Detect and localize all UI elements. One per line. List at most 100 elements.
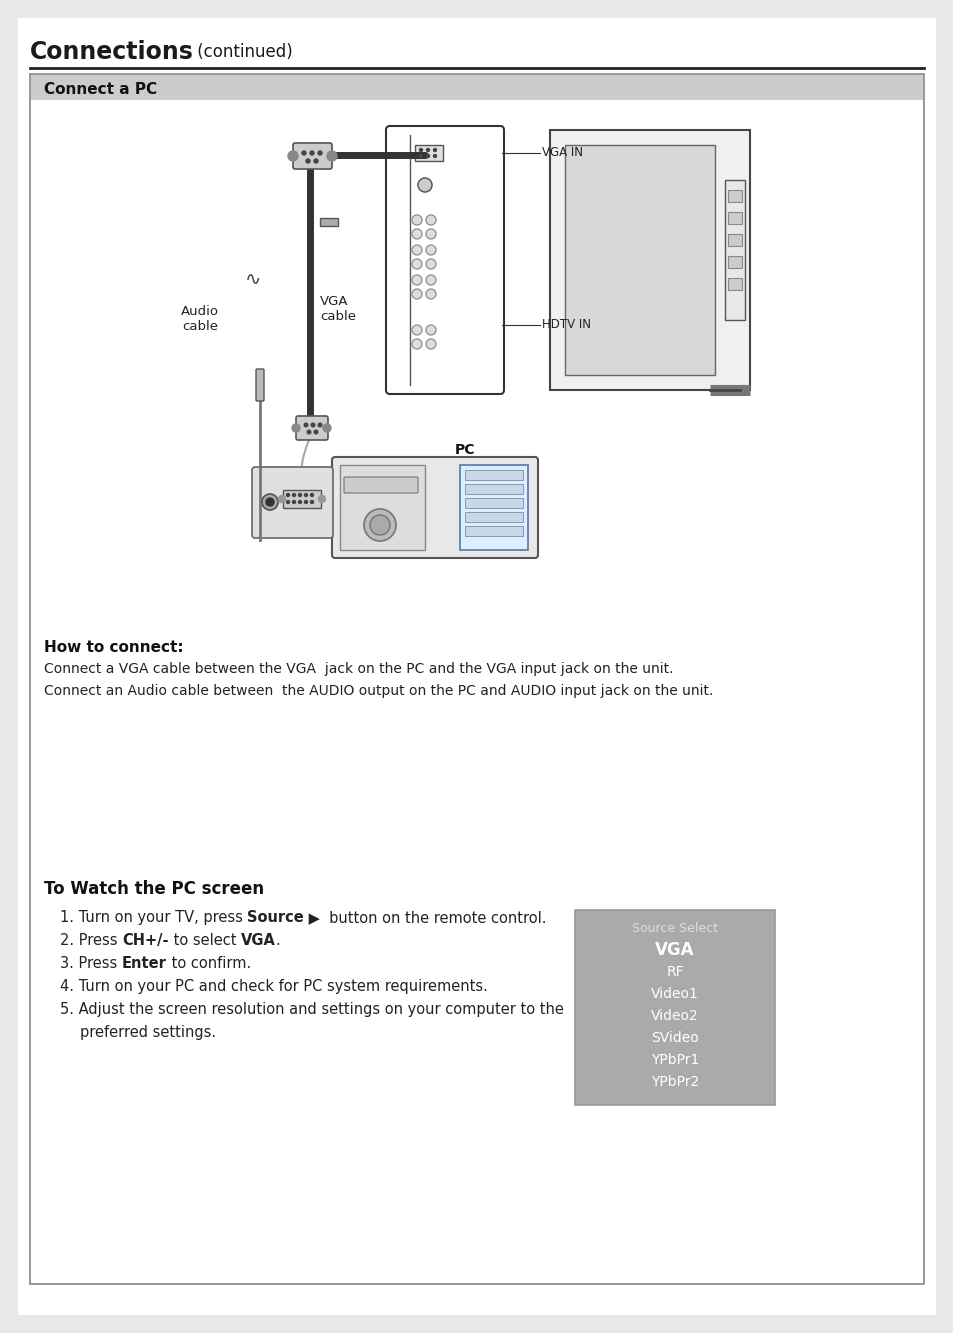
Circle shape (318, 423, 321, 427)
Text: Source: Source (247, 910, 304, 925)
Text: Source Select: Source Select (631, 921, 718, 934)
Circle shape (426, 259, 436, 269)
Circle shape (426, 339, 436, 349)
Circle shape (262, 495, 277, 511)
Text: VGA IN: VGA IN (541, 147, 582, 160)
Text: VGA: VGA (655, 941, 694, 958)
Circle shape (317, 151, 322, 155)
Circle shape (327, 151, 336, 161)
FancyBboxPatch shape (339, 465, 424, 551)
Circle shape (426, 155, 429, 157)
Text: to confirm.: to confirm. (167, 956, 251, 970)
FancyBboxPatch shape (464, 484, 522, 495)
Text: .: . (275, 933, 280, 948)
Circle shape (426, 229, 436, 239)
FancyBboxPatch shape (727, 256, 741, 268)
Circle shape (412, 325, 421, 335)
Text: ▶  button on the remote control.: ▶ button on the remote control. (304, 910, 546, 925)
FancyBboxPatch shape (550, 131, 749, 391)
FancyBboxPatch shape (295, 416, 328, 440)
Circle shape (302, 151, 306, 155)
Text: RF: RF (665, 965, 683, 978)
FancyBboxPatch shape (255, 369, 264, 401)
Circle shape (426, 325, 436, 335)
Circle shape (412, 229, 421, 239)
FancyBboxPatch shape (564, 145, 714, 375)
Text: How to connect:: How to connect: (44, 640, 183, 655)
FancyBboxPatch shape (30, 75, 923, 1284)
FancyBboxPatch shape (283, 491, 320, 508)
FancyBboxPatch shape (18, 19, 935, 1314)
FancyBboxPatch shape (386, 127, 503, 395)
Circle shape (293, 493, 295, 496)
FancyBboxPatch shape (727, 191, 741, 203)
Circle shape (304, 493, 307, 496)
Text: Connect a VGA cable between the VGA  jack on the PC and the VGA input jack on th: Connect a VGA cable between the VGA jack… (44, 663, 673, 676)
Circle shape (286, 493, 289, 496)
Circle shape (288, 151, 297, 161)
FancyBboxPatch shape (332, 457, 537, 559)
Circle shape (426, 289, 436, 299)
Circle shape (307, 431, 311, 433)
Circle shape (314, 159, 317, 163)
Circle shape (323, 424, 331, 432)
Circle shape (318, 496, 325, 503)
FancyBboxPatch shape (724, 180, 744, 320)
FancyBboxPatch shape (464, 512, 522, 523)
FancyBboxPatch shape (459, 465, 527, 551)
FancyBboxPatch shape (344, 477, 417, 493)
Text: VGA
cable: VGA cable (319, 295, 355, 323)
Text: CH+/-: CH+/- (122, 933, 169, 948)
Circle shape (412, 275, 421, 285)
Circle shape (310, 500, 314, 504)
Circle shape (364, 509, 395, 541)
FancyBboxPatch shape (415, 145, 442, 161)
Circle shape (298, 493, 301, 496)
Text: Connections: Connections (30, 40, 193, 64)
FancyBboxPatch shape (464, 527, 522, 536)
Text: YPbPr1: YPbPr1 (650, 1053, 699, 1066)
Circle shape (266, 499, 274, 507)
Circle shape (419, 155, 422, 157)
Circle shape (370, 515, 390, 535)
Text: 4. Turn on your PC and check for PC system requirements.: 4. Turn on your PC and check for PC syst… (60, 978, 487, 994)
Text: 1. Turn on your TV, press: 1. Turn on your TV, press (60, 910, 247, 925)
Text: PC: PC (455, 443, 475, 457)
Circle shape (298, 500, 301, 504)
Circle shape (310, 493, 314, 496)
Circle shape (426, 245, 436, 255)
Text: to select: to select (169, 933, 240, 948)
Circle shape (412, 245, 421, 255)
Circle shape (278, 496, 285, 503)
Circle shape (419, 148, 422, 152)
FancyBboxPatch shape (575, 910, 774, 1105)
FancyBboxPatch shape (319, 219, 337, 227)
Text: preferred settings.: preferred settings. (80, 1025, 216, 1040)
FancyBboxPatch shape (727, 279, 741, 291)
Circle shape (426, 148, 429, 152)
FancyBboxPatch shape (252, 467, 333, 539)
FancyBboxPatch shape (464, 499, 522, 508)
Circle shape (304, 423, 308, 427)
Circle shape (412, 215, 421, 225)
Text: Video1: Video1 (650, 986, 699, 1001)
Text: Enter: Enter (122, 956, 167, 970)
Circle shape (306, 159, 310, 163)
Text: 2. Press: 2. Press (60, 933, 122, 948)
Circle shape (417, 179, 432, 192)
Circle shape (412, 289, 421, 299)
Text: (continued): (continued) (192, 43, 293, 61)
Circle shape (310, 151, 314, 155)
Text: VGA: VGA (240, 933, 275, 948)
Circle shape (433, 155, 436, 157)
Circle shape (304, 500, 307, 504)
Circle shape (412, 259, 421, 269)
Circle shape (412, 339, 421, 349)
FancyBboxPatch shape (727, 235, 741, 247)
Text: SVideo: SVideo (651, 1030, 699, 1045)
Circle shape (293, 500, 295, 504)
Text: 3. Press: 3. Press (60, 956, 122, 970)
Text: Audio
cable: Audio cable (181, 305, 219, 333)
Text: 5. Adjust the screen resolution and settings on your computer to the: 5. Adjust the screen resolution and sett… (60, 1002, 563, 1017)
Circle shape (426, 215, 436, 225)
